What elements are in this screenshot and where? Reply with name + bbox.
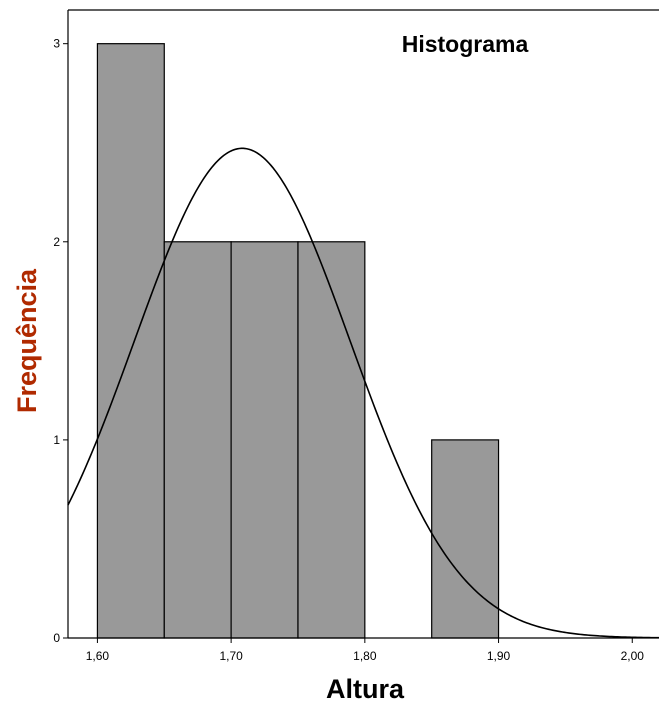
y-tick-label-3: 2: [53, 235, 60, 249]
histogram-bar-2: [163, 241, 232, 639]
y-axis-label: Frequência: [12, 268, 42, 413]
y-tick-label-1: 0: [53, 631, 60, 645]
histogram-bar-5: [431, 439, 500, 639]
x-axis-label: Altura: [326, 674, 405, 704]
y-tick-label-4: 3: [53, 37, 60, 51]
x-tick-label-5: 2,00: [621, 649, 645, 663]
bars-layer: [96, 43, 500, 639]
histogram-bar-4: [297, 241, 366, 639]
histogram-bar-1: [96, 43, 165, 639]
histogram-bar-3: [230, 241, 299, 639]
y-tick-label-2: 1: [53, 433, 60, 447]
chart-title: Histograma: [402, 31, 529, 57]
curve-layer: [67, 147, 659, 639]
x-tick-label-1: 1,60: [86, 649, 110, 663]
axes-layer: 1,60 1,70 1,80 1,90 2,00 0 1 2 3: [53, 9, 659, 663]
x-tick-label-4: 1,90: [487, 649, 511, 663]
x-tick-label-3: 1,80: [353, 649, 377, 663]
normal-curve: [67, 147, 659, 639]
x-tick-label-2: 1,70: [219, 649, 243, 663]
